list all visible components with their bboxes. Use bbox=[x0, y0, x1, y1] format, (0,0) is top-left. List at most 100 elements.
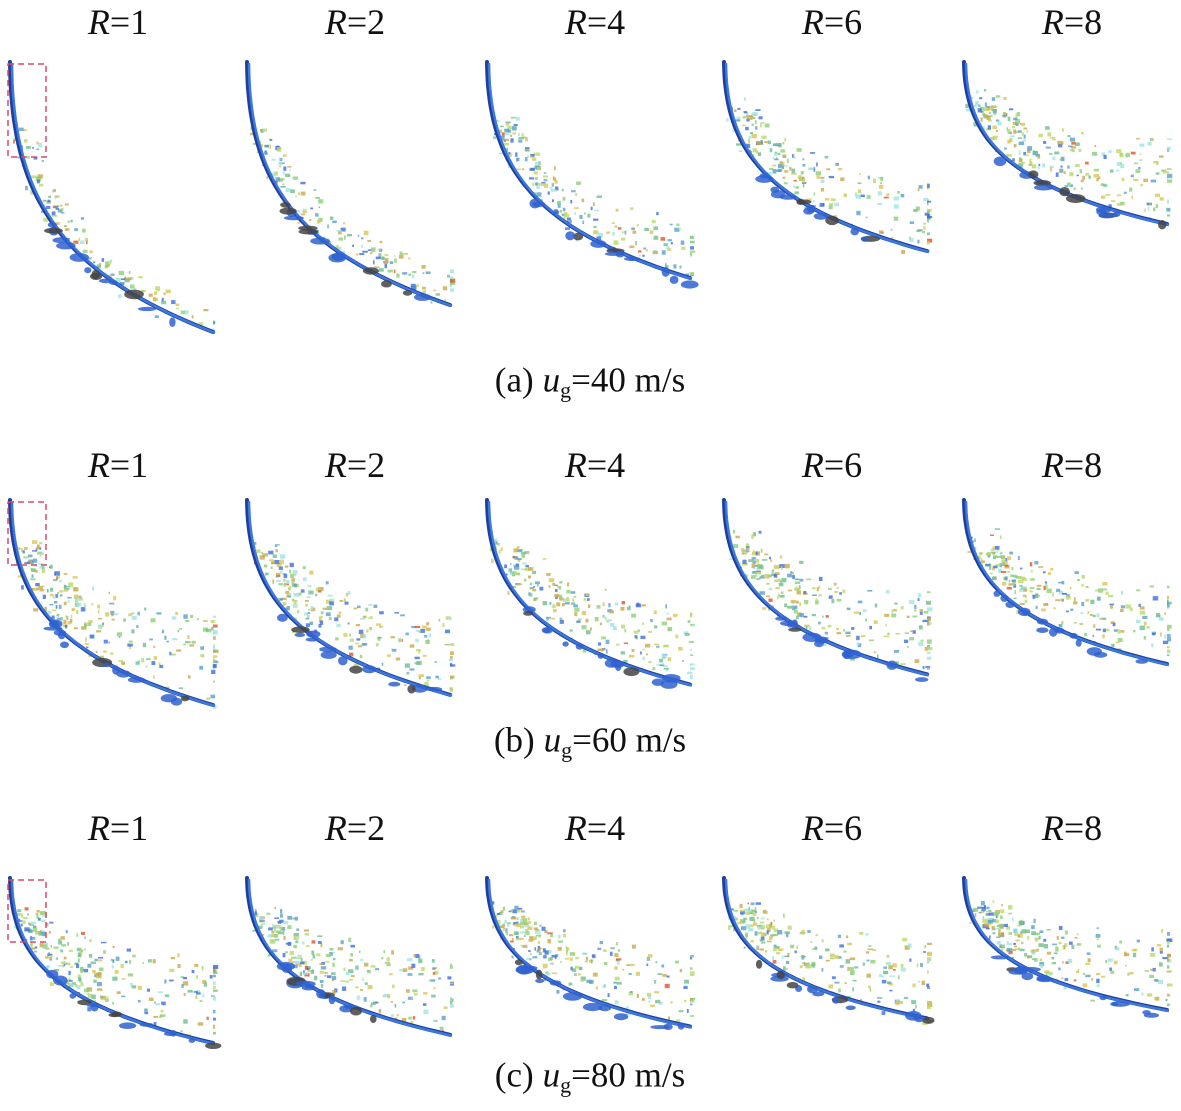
spray-droplet bbox=[1001, 555, 1005, 559]
spray-droplet bbox=[99, 624, 104, 627]
spray-droplet bbox=[1096, 938, 1099, 941]
spray-droplet bbox=[983, 106, 987, 110]
spray-droplet bbox=[571, 190, 576, 193]
spray-droplet bbox=[1105, 959, 1107, 963]
spray-droplet bbox=[690, 649, 692, 651]
spray-droplet bbox=[614, 1000, 619, 1005]
spray-droplet bbox=[635, 971, 640, 976]
spray-droplet bbox=[832, 215, 837, 217]
spray-droplet bbox=[1124, 951, 1127, 957]
spray-droplet bbox=[1101, 152, 1106, 157]
spray-droplet bbox=[82, 249, 88, 253]
spray-droplet bbox=[319, 980, 324, 983]
spray-droplet bbox=[17, 156, 22, 159]
spray-droplet bbox=[442, 622, 445, 628]
liquid-ligament bbox=[1036, 975, 1051, 982]
spray-droplet bbox=[998, 568, 1003, 574]
spray-droplet bbox=[766, 582, 770, 585]
spray-droplet bbox=[1117, 638, 1123, 643]
spray-droplet bbox=[418, 649, 420, 654]
spray-droplet bbox=[303, 970, 305, 974]
spray-droplet bbox=[782, 165, 784, 170]
spray-droplet bbox=[447, 274, 451, 278]
spray-droplet bbox=[303, 577, 307, 582]
spray-droplet bbox=[497, 543, 500, 546]
spray-droplet bbox=[1006, 153, 1012, 157]
spray-droplet bbox=[566, 219, 572, 223]
spray-droplet bbox=[690, 623, 695, 626]
spray-droplet bbox=[98, 967, 104, 971]
liquid-jet-highlight bbox=[964, 500, 1170, 667]
spray-droplet bbox=[291, 956, 297, 959]
spray-droplet bbox=[577, 618, 582, 621]
spray-droplet bbox=[774, 151, 778, 154]
spray-droplet bbox=[1125, 964, 1127, 967]
spray-droplet bbox=[1167, 602, 1172, 605]
spray-droplet bbox=[299, 971, 303, 976]
spray-droplet bbox=[516, 937, 522, 941]
spray-droplet bbox=[819, 955, 823, 959]
caption-variable: u bbox=[542, 1055, 561, 1095]
spray-droplet bbox=[787, 573, 793, 578]
spray-droplet bbox=[541, 926, 546, 931]
spray-droplet bbox=[342, 986, 347, 991]
spray-droplet bbox=[1015, 576, 1022, 579]
liquid-ligament bbox=[1034, 184, 1054, 191]
spray-droplet bbox=[769, 923, 772, 928]
spray-droplet bbox=[513, 922, 516, 924]
spray-droplet bbox=[674, 960, 679, 964]
spray-droplet bbox=[1045, 972, 1048, 976]
label-value: =6 bbox=[823, 445, 863, 485]
spray-droplet bbox=[927, 208, 932, 212]
spray-droplet bbox=[523, 551, 530, 555]
spray-droplet bbox=[70, 219, 73, 223]
spray-droplet bbox=[80, 968, 83, 973]
label-value: =4 bbox=[586, 808, 626, 848]
spray-droplet bbox=[550, 934, 554, 938]
spray-droplet bbox=[556, 586, 561, 589]
spray-droplet bbox=[291, 578, 296, 582]
spray-droplet bbox=[84, 643, 89, 646]
spray-droplet bbox=[183, 1019, 188, 1024]
spray-droplet bbox=[517, 549, 523, 553]
spray-droplet bbox=[136, 625, 139, 628]
spray-droplet bbox=[1097, 944, 1101, 948]
spray-droplet bbox=[500, 910, 504, 913]
spray-droplet bbox=[350, 953, 353, 957]
spray-droplet bbox=[828, 984, 834, 989]
spray-droplet bbox=[377, 248, 381, 251]
spray-droplet bbox=[294, 574, 297, 576]
spray-droplet bbox=[866, 973, 871, 978]
spray-droplet bbox=[203, 982, 208, 987]
spray-droplet bbox=[289, 169, 292, 171]
spray-droplet bbox=[1085, 974, 1091, 978]
spray-droplet bbox=[756, 945, 760, 947]
spray-droplet bbox=[172, 638, 178, 641]
spray-droplet bbox=[160, 1014, 166, 1017]
spray-droplet bbox=[1096, 178, 1099, 182]
spray-droplet bbox=[148, 293, 153, 297]
spray-droplet bbox=[907, 943, 912, 948]
spray-droplet bbox=[567, 582, 570, 587]
spray-droplet bbox=[1167, 957, 1170, 962]
spray-droplet bbox=[759, 948, 764, 951]
spray-droplet bbox=[544, 950, 549, 955]
liquid-ligament bbox=[582, 1002, 603, 1012]
spray-droplet bbox=[279, 598, 283, 601]
spray-droplet bbox=[381, 662, 384, 666]
spray-droplet bbox=[450, 998, 454, 1003]
spray-droplet bbox=[572, 968, 577, 972]
spray-droplet bbox=[989, 111, 992, 114]
spray-droplet bbox=[646, 963, 649, 967]
spray-droplet bbox=[1119, 940, 1123, 944]
spray-droplet bbox=[539, 586, 544, 591]
spray-droplet bbox=[992, 555, 997, 560]
liquid-ligament bbox=[328, 253, 347, 263]
spray-droplet bbox=[626, 1006, 629, 1010]
spray-droplet bbox=[740, 913, 744, 916]
spray-droplet bbox=[1156, 161, 1159, 166]
spray-droplet bbox=[266, 175, 268, 180]
spray-droplet bbox=[667, 627, 673, 632]
spray-droplet bbox=[450, 664, 456, 667]
spray-droplet bbox=[624, 230, 627, 235]
